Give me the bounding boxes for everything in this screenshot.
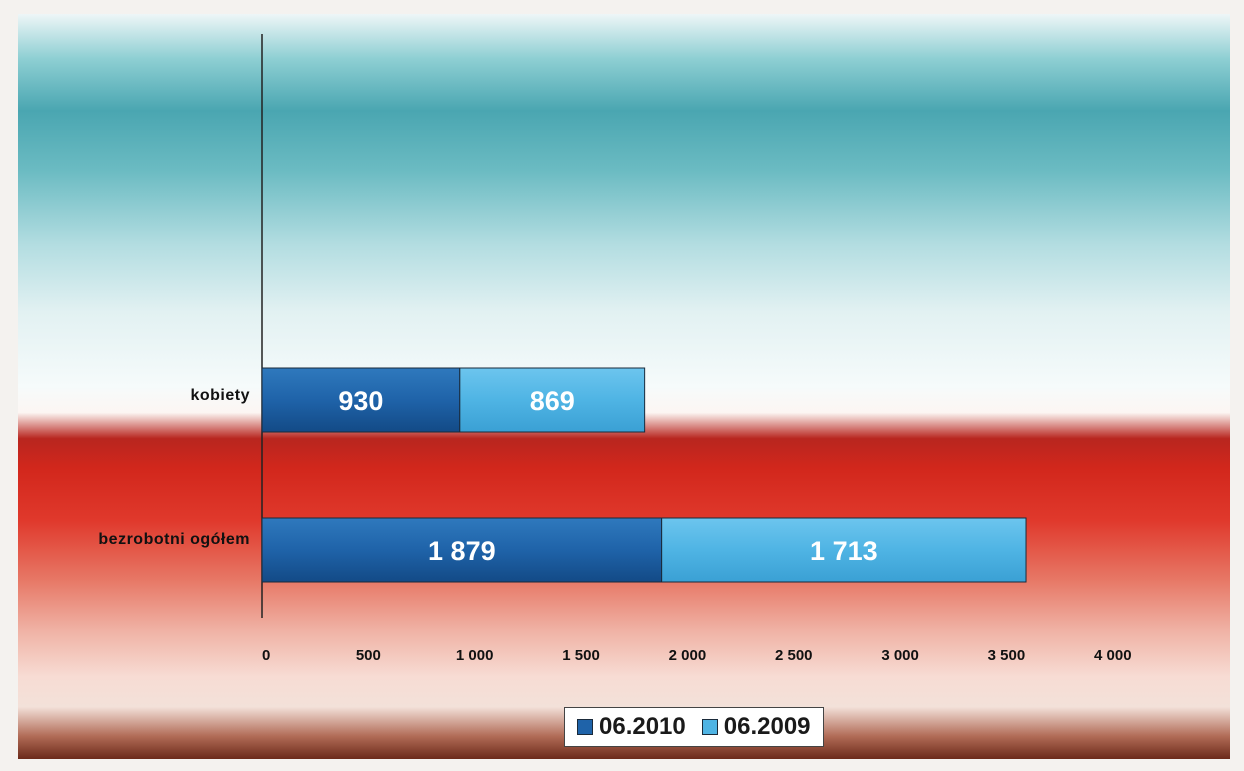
bar-bezrobotni-ogółem-06-2010	[261, 517, 663, 583]
category-label-bezrobotni-ogółem: bezrobotni ogółem	[98, 531, 250, 548]
bar-value-label: 930	[338, 386, 383, 416]
legend-swatch-06-2010	[577, 719, 593, 735]
x-tick-label: 1 000	[456, 647, 494, 664]
x-tick-label: 4 000	[1094, 647, 1132, 664]
chart-area: 930 869 1 879 1 713 kobiety bezrobotni ogółe…	[18, 14, 1230, 759]
bar-chart: 930 869 1 879 1 713 kobiety bezrobotni ogółe…	[98, 34, 1132, 664]
legend-item-06-2009: 06.2009	[701, 713, 811, 741]
bar-value-label: 1 713	[810, 536, 878, 566]
bar-bezrobotni-ogółem-06-2009	[661, 517, 1027, 583]
x-tick-label: 2 500	[775, 647, 813, 664]
bar-value-label: 1 879	[428, 536, 496, 566]
x-tick-label: 3 500	[988, 647, 1026, 664]
category-label-kobiety: kobiety	[190, 387, 250, 404]
legend-label-06-2009: 06.2009	[723, 713, 811, 740]
x-tick-label: 500	[356, 647, 381, 664]
x-tick-label: 0	[262, 647, 270, 664]
legend-label-06-2010: 06.2010	[599, 713, 686, 740]
bar-kobiety-06-2009	[459, 367, 646, 433]
legend: 06.2010 06.2009	[564, 707, 824, 747]
legend-item-06-2010: 06.2010	[577, 713, 686, 741]
bar-value-label: 869	[530, 386, 575, 416]
x-tick-label: 3 000	[881, 647, 919, 664]
x-tick-label: 1 500	[562, 647, 600, 664]
bar-kobiety-06-2010	[261, 367, 461, 433]
legend-swatch-06-2009	[701, 719, 718, 735]
x-tick-label: 2 000	[669, 647, 707, 664]
